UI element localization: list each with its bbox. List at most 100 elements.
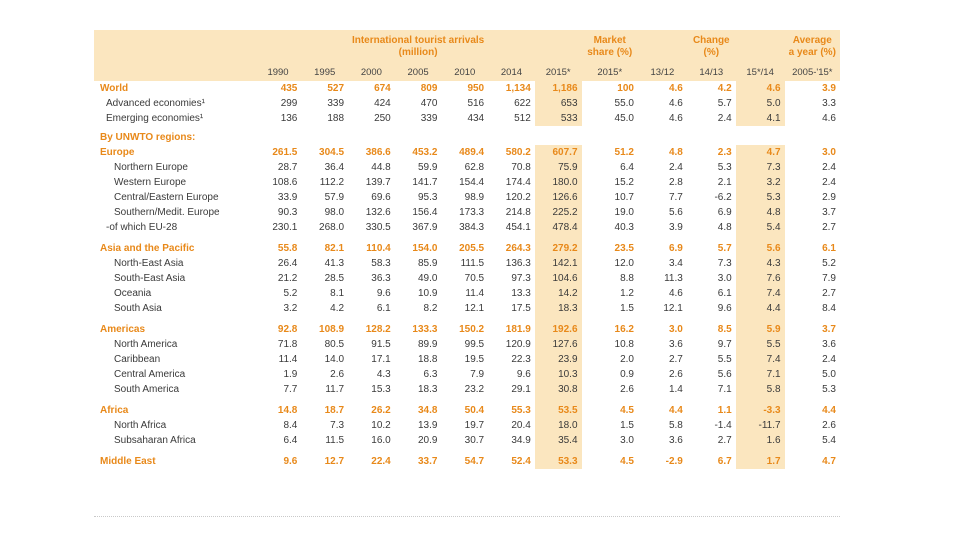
table-cell: 533: [534, 111, 582, 126]
header-blank: [94, 64, 255, 81]
table-cell: 5.6: [717, 369, 732, 380]
arrivals-title: International tourist arrivals: [351, 35, 485, 46]
table-cell: 1.4: [668, 384, 683, 395]
table-cell: 4.6: [668, 288, 683, 299]
table-cell: 34.9: [511, 435, 531, 446]
table-cell: 5.3: [717, 162, 732, 173]
table-cell: 14.8: [277, 405, 298, 416]
table-row: Americas 92.8 108.9 128.2 133.3 150.2 181.9 192…: [94, 322, 840, 337]
table-row: North-East Asia 26.4 41.3 58.3 85.9 111.5 136.…: [94, 256, 840, 271]
table-cell: 58.3: [371, 258, 391, 269]
row-label: North-East Asia: [114, 258, 184, 269]
table-cell: 70.8: [511, 162, 531, 173]
table-cell: 4.8: [735, 205, 785, 220]
table-cell: 3.6: [822, 339, 836, 350]
spacer-cell: [735, 235, 785, 241]
table-cell: 8.2: [423, 303, 438, 314]
table-cell: 11.4: [278, 354, 298, 365]
table-cell: 478.4: [534, 220, 582, 235]
row-label: Northern Europe: [114, 162, 188, 173]
table-cell: 18.0: [534, 418, 582, 433]
table-cell: 91.5: [371, 339, 391, 350]
table-cell: 5.8: [668, 420, 683, 431]
tourism-statistics-table: International tourist arrivals (million)…: [94, 30, 840, 516]
table-cell: 230.1: [272, 222, 298, 233]
table-cell: 299: [280, 98, 298, 109]
table-cell: 6.4: [283, 435, 298, 446]
table-cell: 7.6: [735, 271, 785, 286]
table-cell: 10.3: [534, 367, 582, 382]
table-cell: -2.9: [665, 456, 683, 467]
table-cell: 173.3: [459, 207, 485, 218]
table-cell: 110.4: [366, 243, 391, 254]
table-cell: 49.0: [417, 273, 438, 284]
table-cell: 5.8: [735, 382, 785, 397]
table-cell: 1.1: [717, 405, 732, 416]
table-cell: 33.9: [277, 192, 298, 203]
table-cell: 339: [420, 113, 438, 124]
table-cell: 89.9: [417, 339, 438, 350]
table-cell: 10.2: [371, 420, 391, 431]
table-cell: 100: [617, 83, 634, 94]
table-cell: 55.3: [511, 405, 531, 416]
table-cell: 2.8: [668, 177, 683, 188]
table-cell: 6.9: [717, 207, 732, 218]
table-cell: 14.0: [324, 354, 345, 365]
table-cell: 97.3: [511, 273, 531, 284]
table-cell: 4.5: [620, 456, 634, 467]
table-cell: 23.2: [464, 384, 485, 395]
table-cell: 23.5: [614, 243, 634, 254]
table-cell: 330.5: [365, 222, 391, 233]
table-cell: 13.3: [511, 288, 531, 299]
table-cell: 7.3: [735, 160, 785, 175]
table-cell: 5.6: [668, 207, 683, 218]
table-cell: 435: [280, 83, 298, 94]
table-cell: 19.5: [464, 354, 485, 365]
table-cell: 127.6: [534, 337, 582, 352]
table-cell: 3.0: [620, 435, 634, 446]
table-row: Western Europe 108.6 112.2 139.7 141.7 154.4 1…: [94, 175, 840, 190]
table-cell: 2.7: [717, 435, 732, 446]
table-row: -of which EU-28 230.1 268.0 330.5 367.9 384.3…: [94, 220, 840, 235]
table-cell: 9.6: [283, 456, 298, 467]
table-cell: 2.6: [822, 420, 836, 431]
table-cell: 90.3: [277, 207, 298, 218]
row-label: -of which EU-28: [106, 222, 178, 233]
table-cell: 7.1: [717, 384, 732, 395]
table-cell: 17.1: [371, 354, 391, 365]
table-cell: 7.4: [735, 286, 785, 301]
table-cell: 4.3: [376, 369, 391, 380]
table-cell: 454.1: [505, 222, 531, 233]
table-cell: 4.6: [822, 113, 836, 124]
header-row-periods: 1990 1995 2000 2005 2010 2014 2015* 2015…: [94, 64, 840, 81]
change-unit: (%): [703, 47, 720, 58]
table-cell: 139.7: [365, 177, 391, 188]
table-cell: 18.8: [417, 354, 438, 365]
row-label: Advanced economies¹: [106, 98, 205, 109]
row-label: Oceania: [114, 288, 152, 299]
table-cell: 4.2: [717, 83, 732, 94]
table-cell: 126.6: [534, 190, 582, 205]
row-label: Southern/Medit. Europe: [114, 207, 220, 218]
table-cell: 104.6: [534, 271, 582, 286]
year-header: 2000: [348, 64, 395, 81]
table-cell: 5.2: [283, 288, 298, 299]
table-cell: 5.9: [735, 322, 785, 337]
table-cell: 112.2: [319, 177, 345, 188]
table-cell: 12.0: [614, 258, 634, 269]
table-cell: 304.5: [319, 147, 345, 158]
row-label: South America: [114, 384, 180, 395]
row-label: Western Europe: [114, 177, 187, 188]
spacer-row: [94, 397, 840, 403]
spacer-cell: [534, 397, 582, 403]
table-cell: 4.4: [822, 405, 836, 416]
table-cell: 6.1: [822, 243, 836, 254]
table-cell: 4.8: [668, 147, 683, 158]
table-row: South-East Asia 21.2 28.5 36.3 49.0 70.5 97.3 1…: [94, 271, 840, 286]
table-cell: 7.3: [717, 258, 732, 269]
avg-period-header: 2005-'15*: [784, 64, 840, 81]
table-cell: 7.7: [283, 384, 298, 395]
table-cell: 214.8: [505, 207, 531, 218]
table-cell: 622: [514, 98, 531, 109]
year-header: 2005: [394, 64, 442, 81]
